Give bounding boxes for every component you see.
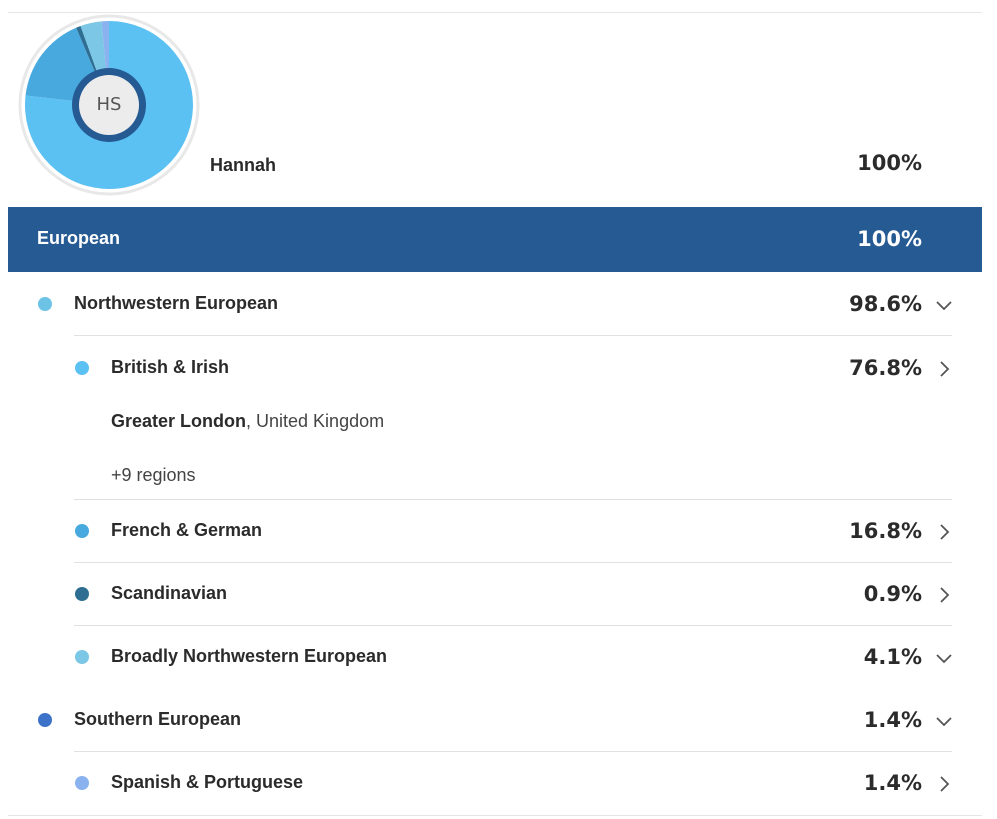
ancestry-row-label: Broadly Northwestern European — [111, 646, 388, 666]
color-dot — [75, 524, 89, 538]
ancestry-donut-chart — [18, 14, 200, 196]
region-group-header-european[interactable]: European 100% — [8, 207, 982, 272]
more-regions-link[interactable]: +9 regions — [111, 465, 196, 485]
region-group-label: European — [37, 228, 121, 248]
bottom-divider — [8, 815, 982, 816]
row-divider — [74, 335, 952, 336]
ancestry-row-label: British & Irish — [111, 357, 230, 377]
ancestry-row-southern-european[interactable]: Southern European 1.4% — [8, 689, 982, 751]
color-dot — [75, 776, 89, 790]
ancestry-row-percent: 4.1% — [863, 645, 922, 669]
row-divider — [74, 625, 952, 626]
ancestry-row-french-german[interactable]: French & German 16.8% — [8, 500, 982, 562]
ancestry-row-percent: 0.9% — [863, 582, 922, 606]
person-total-percent: 100% — [857, 151, 922, 175]
donut-center — [79, 75, 139, 135]
color-dot — [75, 650, 89, 664]
ancestry-row-percent: 1.4% — [863, 771, 922, 795]
ancestry-row-label: French & German — [111, 520, 263, 540]
chevron-down-icon[interactable] — [934, 295, 954, 315]
color-dot — [75, 587, 89, 601]
avatar-initials: HS — [96, 94, 122, 115]
ancestry-row-broadly-northwestern-european[interactable]: Broadly Northwestern European 4.1% — [8, 626, 982, 688]
chevron-right-icon[interactable] — [934, 585, 954, 605]
ancestry-row-spanish-portuguese[interactable]: Spanish & Portuguese 1.4% — [8, 752, 982, 814]
ancestry-row-british-irish[interactable]: British & Irish 76.8% — [8, 337, 982, 399]
ancestry-row-percent: 76.8% — [849, 356, 922, 380]
ancestry-row-northwestern-european[interactable]: Northwestern European 98.6% — [8, 273, 982, 335]
ancestry-row-percent: 98.6% — [849, 292, 922, 316]
ancestry-row-label: Scandinavian — [111, 583, 228, 603]
row-divider — [74, 499, 952, 500]
ancestry-donut-avatar: HS — [18, 14, 200, 196]
top-region-country: , United Kingdom — [246, 411, 385, 431]
color-dot — [38, 713, 52, 727]
color-dot — [38, 297, 52, 311]
top-region-name: Greater London — [111, 411, 247, 431]
ancestry-row-percent: 16.8% — [849, 519, 922, 543]
ancestry-row-label: Southern European — [74, 709, 242, 729]
color-dot — [75, 361, 89, 375]
ancestry-row-label: Spanish & Portuguese — [111, 772, 304, 792]
chevron-right-icon[interactable] — [934, 522, 954, 542]
chevron-down-icon[interactable] — [934, 648, 954, 668]
person-name: Hannah — [210, 155, 277, 175]
chevron-down-icon[interactable] — [934, 711, 954, 731]
region-group-percent: 100% — [857, 227, 922, 251]
top-divider — [8, 12, 982, 13]
ancestry-row-scandinavian[interactable]: Scandinavian 0.9% — [8, 563, 982, 625]
chevron-right-icon[interactable] — [934, 774, 954, 794]
row-divider — [74, 562, 952, 563]
chevron-right-icon[interactable] — [934, 359, 954, 379]
row-divider — [74, 751, 952, 752]
ancestry-row-percent: 1.4% — [863, 708, 922, 732]
ancestry-row-label: Northwestern European — [74, 293, 279, 313]
top-region-text: Greater London, United Kingdom — [111, 411, 384, 432]
